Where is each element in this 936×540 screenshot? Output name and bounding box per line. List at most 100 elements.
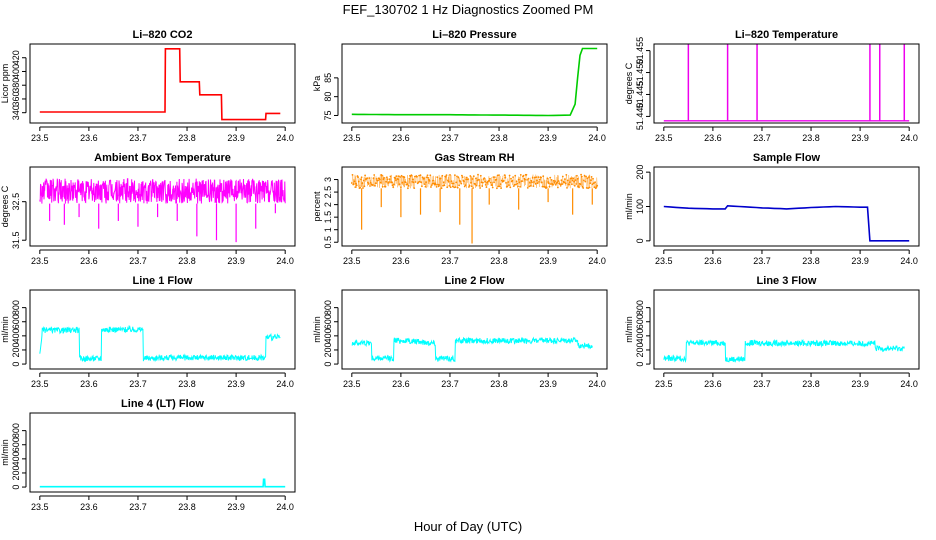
x-tick-label: 24.0 bbox=[900, 133, 918, 143]
x-tick-label: 23.8 bbox=[490, 256, 508, 266]
series-line bbox=[663, 338, 905, 364]
y-tick-label: 360 bbox=[11, 91, 21, 106]
panel-title: Line 3 Flow bbox=[757, 275, 817, 287]
panel-data bbox=[351, 336, 593, 363]
y-axis-label: ml/min bbox=[624, 193, 634, 220]
y-tick-label: 0 bbox=[635, 362, 645, 367]
y-tick-label: 400 bbox=[323, 328, 333, 343]
panel-4: Ambient Box Temperature 23.5 23.6 23.7 23.8 2… bbox=[0, 152, 296, 266]
panel-data bbox=[663, 44, 910, 122]
x-tick-label: 23.8 bbox=[490, 379, 508, 389]
x-tick-label: 23.9 bbox=[851, 133, 869, 143]
x-tick-label: 23.7 bbox=[441, 379, 459, 389]
y-tick-label: 80 bbox=[323, 92, 333, 102]
panel-7: Line 1 Flow 23.5 23.6 23.7 23.8 23.9 24.0 0 2004… bbox=[0, 275, 296, 389]
y-axis-label: Licor ppm bbox=[0, 64, 10, 104]
x-tick-label: 23.9 bbox=[539, 256, 557, 266]
panel-5: Gas Stream RH 23.5 23.6 23.7 23.8 23.9 24.0 0.5… bbox=[312, 152, 608, 266]
x-tick-label: 23.7 bbox=[441, 256, 459, 266]
panel-data bbox=[663, 338, 905, 364]
panel-data bbox=[39, 178, 286, 243]
x-tick-label: 24.0 bbox=[276, 502, 294, 512]
y-tick-label: 75 bbox=[323, 110, 333, 120]
x-tick-label: 23.6 bbox=[704, 133, 722, 143]
panel-data bbox=[663, 204, 910, 242]
series-line bbox=[663, 204, 910, 242]
y-tick-label: 340 bbox=[11, 105, 21, 120]
x-tick-label: 23.8 bbox=[178, 502, 196, 512]
plot-frame bbox=[29, 43, 296, 124]
x-tick-label: 23.8 bbox=[178, 133, 196, 143]
y-tick-label: 0 bbox=[635, 238, 645, 243]
panel-10: Line 4 (LT) Flow 23.5 23.6 23.7 23.8 23.9 24.0… bbox=[0, 398, 296, 512]
y-tick-label: 200 bbox=[11, 465, 21, 480]
x-tick-label: 23.9 bbox=[227, 133, 245, 143]
panel-title: Sample Flow bbox=[753, 152, 821, 164]
panel-title: Gas Stream RH bbox=[434, 152, 514, 164]
y-tick-label: 51.455 bbox=[635, 37, 645, 65]
x-tick-label: 23.9 bbox=[227, 379, 245, 389]
figure-title: FEF_130702 1 Hz Diagnostics Zoomed PM bbox=[343, 2, 594, 17]
x-tick-label: 24.0 bbox=[588, 379, 606, 389]
x-tick-label: 24.0 bbox=[900, 256, 918, 266]
panel-title: Ambient Box Temperature bbox=[94, 152, 231, 164]
x-tick-label: 23.6 bbox=[80, 256, 98, 266]
y-tick-label: 1.5 bbox=[323, 211, 333, 224]
panel-8: Line 2 Flow 23.5 23.6 23.7 23.8 23.9 24.0 0 2004… bbox=[312, 275, 608, 389]
plot-frame bbox=[653, 166, 920, 247]
panel-title: Line 2 Flow bbox=[445, 275, 505, 287]
x-tick-label: 24.0 bbox=[276, 379, 294, 389]
x-tick-label: 23.7 bbox=[753, 379, 771, 389]
x-tick-label: 23.9 bbox=[227, 256, 245, 266]
x-tick-label: 23.5 bbox=[343, 133, 361, 143]
y-tick-label: 380 bbox=[11, 78, 21, 93]
y-tick-label: 400 bbox=[11, 64, 21, 79]
x-tick-label: 23.8 bbox=[802, 379, 820, 389]
x-tick-label: 23.5 bbox=[31, 502, 49, 512]
y-tick-label: 200 bbox=[635, 165, 645, 180]
x-tick-label: 23.5 bbox=[655, 379, 673, 389]
series-line bbox=[39, 478, 286, 488]
panel-3: Li–820 Temperature 23.5 23.6 23.7 23.8 23.9 24… bbox=[624, 29, 920, 143]
y-tick-label: 51.445 bbox=[635, 81, 645, 109]
y-tick-label: 200 bbox=[11, 342, 21, 357]
x-tick-label: 23.5 bbox=[655, 133, 673, 143]
plot-frame bbox=[29, 289, 296, 370]
y-tick-label: 600 bbox=[323, 314, 333, 329]
panel-data bbox=[351, 47, 598, 117]
x-tick-label: 23.6 bbox=[704, 256, 722, 266]
x-tick-label: 23.5 bbox=[31, 133, 49, 143]
x-tick-label: 23.6 bbox=[392, 133, 410, 143]
y-axis-label: degrees C bbox=[624, 62, 634, 104]
plot-frame bbox=[29, 412, 296, 493]
x-tick-label: 24.0 bbox=[276, 133, 294, 143]
x-tick-label: 23.6 bbox=[80, 379, 98, 389]
series-line bbox=[39, 324, 281, 363]
y-tick-label: 800 bbox=[323, 300, 333, 315]
panel-data bbox=[39, 478, 286, 488]
x-tick-label: 23.8 bbox=[802, 256, 820, 266]
x-tick-label: 23.7 bbox=[753, 256, 771, 266]
y-tick-label: 600 bbox=[11, 314, 21, 329]
y-axis-label: kPa bbox=[312, 76, 322, 92]
y-tick-label: 51.440 bbox=[635, 103, 645, 131]
y-axis-label: ml/min bbox=[312, 316, 322, 343]
x-tick-label: 23.9 bbox=[851, 256, 869, 266]
y-tick-label: 31.5 bbox=[11, 231, 21, 249]
x-tick-label: 23.5 bbox=[343, 379, 361, 389]
x-tick-label: 23.5 bbox=[31, 256, 49, 266]
y-tick-label: 0 bbox=[323, 362, 333, 367]
y-tick-label: 85 bbox=[323, 73, 333, 83]
y-tick-label: 800 bbox=[11, 423, 21, 438]
x-tick-label: 24.0 bbox=[900, 379, 918, 389]
panel-9: Line 3 Flow 23.5 23.6 23.7 23.8 23.9 24.0 0 2004… bbox=[624, 275, 920, 389]
panel-6: Sample Flow 23.5 23.6 23.7 23.8 23.9 24.0 0 100 2… bbox=[624, 152, 920, 266]
y-tick-label: 400 bbox=[11, 451, 21, 466]
y-tick-label: 3 bbox=[323, 177, 333, 182]
x-tick-label: 23.6 bbox=[80, 133, 98, 143]
plot-frame bbox=[341, 166, 608, 247]
panel-title: Li–820 CO2 bbox=[133, 29, 193, 41]
y-tick-label: 2 bbox=[323, 202, 333, 207]
x-tick-label: 23.7 bbox=[129, 133, 147, 143]
x-tick-label: 23.5 bbox=[31, 379, 49, 389]
